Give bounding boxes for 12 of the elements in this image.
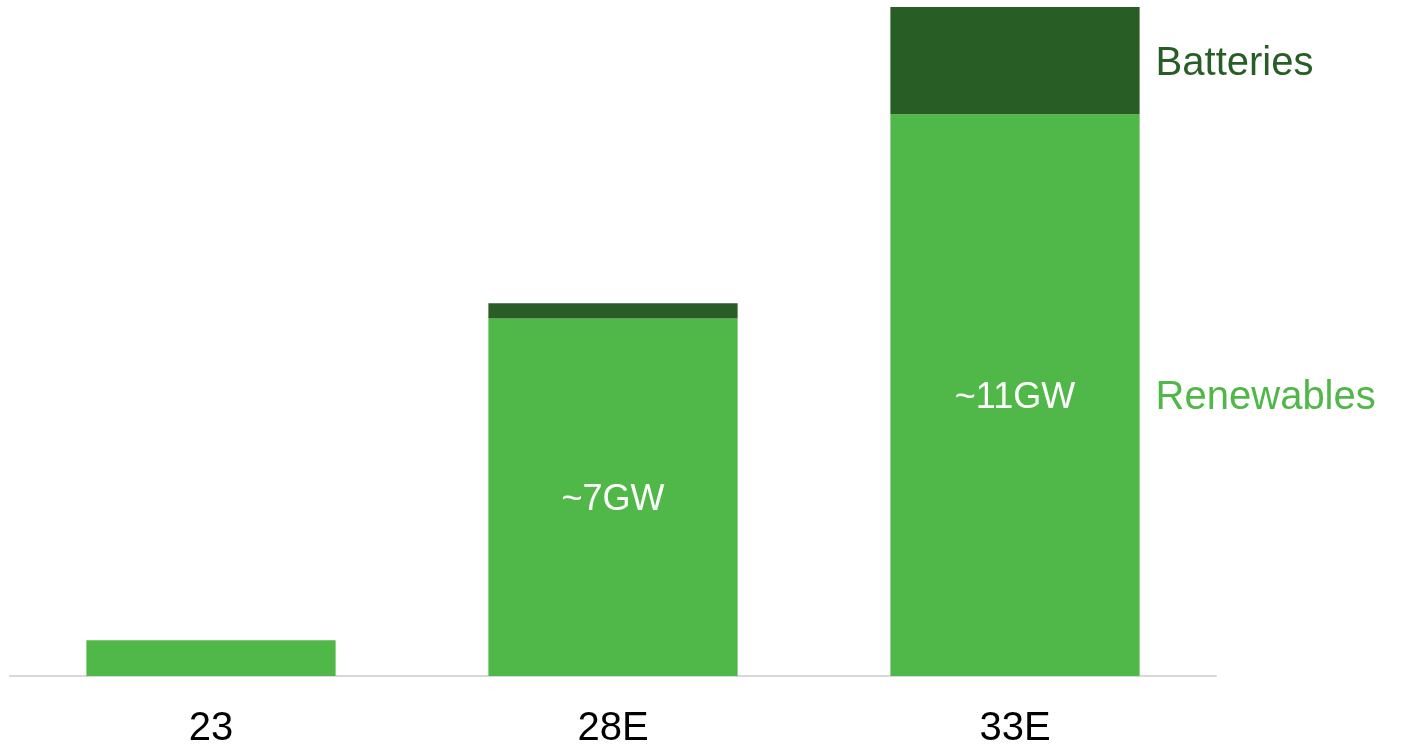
bar bbox=[890, 7, 1140, 115]
bar bbox=[488, 318, 738, 676]
data-label: ~7GW bbox=[561, 476, 665, 518]
x-tick-label: 33E bbox=[979, 704, 1051, 748]
series-label: Batteries bbox=[1155, 38, 1314, 83]
bar bbox=[890, 114, 1140, 676]
series-label: Renewables bbox=[1155, 373, 1376, 418]
bar bbox=[86, 640, 336, 676]
x-tick-label: 23 bbox=[188, 704, 234, 748]
data-label: ~11GW bbox=[954, 374, 1076, 416]
x-tick-label: 28E bbox=[577, 704, 649, 748]
bar bbox=[488, 303, 738, 319]
